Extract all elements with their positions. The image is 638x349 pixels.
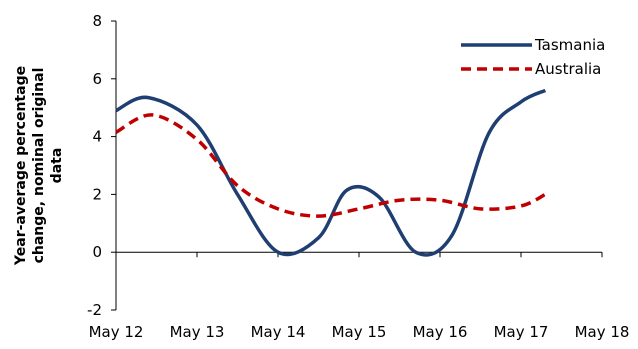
x-tick-label: May 12	[89, 323, 144, 341]
y-tick-label: 2	[92, 185, 102, 203]
y-tick-label: -2	[87, 301, 102, 319]
y-axis-title-line: change, nominal original	[31, 68, 47, 264]
x-tick-label: May 16	[413, 323, 468, 341]
x-tick-label: May 14	[251, 323, 306, 341]
legend-label-australia: Australia	[535, 60, 601, 78]
y-axis-title-line: data	[49, 148, 65, 184]
series-line-australia	[115, 113, 547, 218]
y-axis-title: Year-average percentage change, nominal o…	[13, 66, 65, 266]
x-tick-label: May 18	[575, 323, 630, 341]
y-tick-label: 4	[92, 128, 102, 146]
series-lines	[115, 88, 547, 257]
x-tick-label: May 17	[494, 323, 549, 341]
y-tick-label: 6	[92, 70, 102, 88]
y-tick-label: 0	[92, 243, 102, 261]
legend-label-tasmania: Tasmania	[534, 36, 605, 54]
axes	[111, 20, 603, 311]
y-axis-title-line: Year-average percentage	[13, 66, 29, 266]
x-tick-label: May 13	[170, 323, 225, 341]
legend: Tasmania Australia	[461, 36, 605, 78]
x-tick-label: May 15	[332, 323, 387, 341]
series-line-tasmania	[115, 88, 547, 257]
tick-labels: -2 0 2 4 6 8 May 12 May 13 May 14 May 15 May 16 May…	[87, 12, 629, 341]
y-tick-label: 8	[92, 12, 102, 30]
